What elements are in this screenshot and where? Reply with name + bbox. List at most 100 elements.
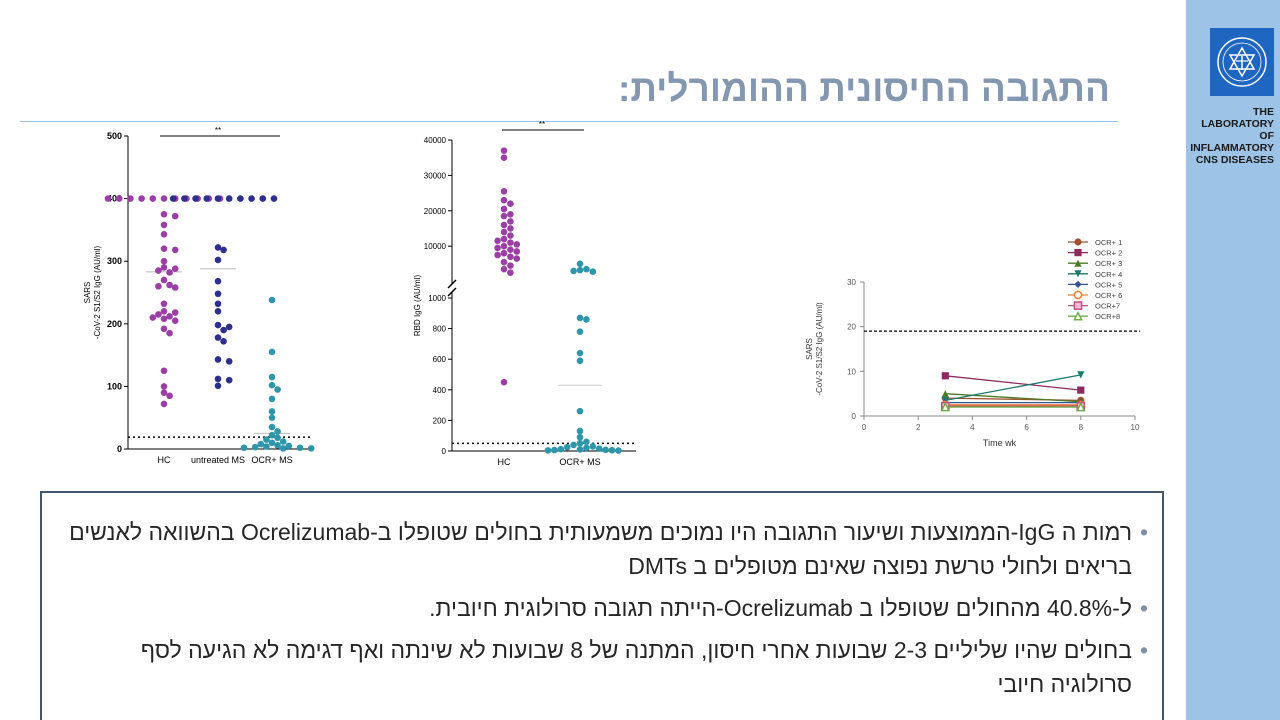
data-point [494, 237, 501, 245]
legend-swatch-marker [1073, 290, 1083, 300]
data-point [608, 446, 616, 454]
series-line [945, 374, 1081, 402]
data-point [160, 389, 168, 396]
data-point [576, 427, 584, 435]
significance-label: ** [215, 126, 221, 135]
legend-label: OCR+ 3 [1095, 259, 1122, 268]
data-point [576, 407, 584, 415]
bullet-1: רמות ה IgG-הממוצעות ושיעור התגובה היו נמ… [56, 515, 1148, 583]
data-point [138, 195, 145, 202]
data-point [576, 260, 584, 268]
y-axis-label-line: -CoV-2 S1/S2 IgG (AU/ml) [93, 245, 102, 339]
data-point [214, 334, 222, 341]
data-point [500, 228, 508, 236]
data-point [169, 195, 177, 202]
legend-swatch-marker [1073, 301, 1083, 310]
data-point [214, 195, 222, 202]
data-point [576, 328, 584, 335]
data-point [214, 356, 222, 363]
data-point [274, 428, 281, 435]
data-point [268, 423, 276, 431]
data-point [500, 188, 508, 195]
y-axis-label-line: SARS [805, 338, 814, 360]
legend-swatch-marker [1073, 310, 1083, 321]
x-tick-label: 6 [1024, 423, 1029, 432]
data-point [513, 255, 521, 262]
data-point [595, 445, 603, 453]
data-point [570, 267, 577, 275]
data-point [166, 281, 173, 289]
data-point [115, 195, 123, 202]
data-point [214, 300, 222, 308]
y-tick-label: 600 [433, 355, 447, 364]
data-point [268, 296, 276, 304]
data-point [160, 264, 168, 271]
lab-name-line-1: THE LABORATORY [1201, 106, 1274, 130]
data-point [589, 443, 597, 450]
lab-name: THE LABORATORY OF INFLAMMATORY CNS DISEA… [1184, 106, 1274, 166]
data-point [160, 257, 168, 265]
bullet-3: בחולים שהיו שליליים 2-3 שבועות אחרי חיסו… [56, 633, 1148, 701]
series-marker [940, 401, 951, 412]
data-point [160, 325, 168, 333]
data-point [160, 300, 168, 308]
data-point [237, 195, 244, 202]
data-point [500, 242, 508, 250]
x-category-label: untreated MS [191, 455, 245, 465]
y-tick-label: 40000 [424, 136, 447, 145]
axis-break-mark [447, 287, 457, 297]
data-point [268, 348, 276, 356]
data-point [225, 358, 233, 365]
data-point [160, 383, 168, 390]
data-point [149, 314, 157, 321]
x-tick-label: 0 [862, 423, 867, 432]
data-point [274, 434, 281, 442]
data-point [220, 326, 227, 334]
legend-swatch-marker [1074, 280, 1082, 288]
data-point [214, 277, 222, 285]
data-point [263, 436, 270, 443]
bullet-2: ל-40.8% מהחולים שטופלו ב Ocrelizumab-היי… [56, 591, 1148, 625]
data-point [251, 443, 259, 451]
data-point [576, 349, 584, 357]
data-point [160, 307, 168, 315]
axis-break-mark [447, 279, 457, 289]
y-tick-label: 200 [433, 416, 447, 425]
data-point [160, 276, 168, 284]
x-axis-label: Time wk [983, 438, 1017, 448]
data-point [220, 246, 227, 254]
series-line [945, 393, 1081, 403]
legend-swatch-marker [1074, 259, 1082, 267]
data-point [500, 212, 508, 220]
data-point [507, 225, 514, 232]
legend-swatch-marker [1074, 249, 1082, 257]
data-point [214, 375, 222, 383]
data-point [160, 315, 168, 323]
data-point [576, 266, 584, 274]
data-point [171, 317, 179, 324]
data-point [500, 221, 508, 229]
legend-label: OCR+7 [1095, 302, 1120, 311]
data-point [171, 309, 179, 316]
data-point [214, 307, 222, 315]
data-point [225, 323, 233, 331]
data-point [160, 210, 168, 218]
data-point [576, 446, 584, 453]
data-point [602, 446, 609, 454]
data-point [225, 195, 233, 202]
data-point [166, 392, 173, 400]
data-point [576, 440, 584, 447]
series-marker [1077, 386, 1085, 394]
data-point [583, 444, 590, 452]
y-tick-label: 400 [107, 194, 122, 204]
y-tick-label: 400 [433, 386, 447, 395]
data-point [583, 438, 590, 446]
data-point [285, 442, 293, 450]
data-point [279, 438, 287, 445]
data-point [166, 329, 173, 337]
x-category-label: HC [158, 455, 171, 465]
data-point [160, 195, 168, 202]
menorah-star-emblem [1217, 37, 1267, 87]
data-point [268, 381, 276, 389]
data-point [576, 433, 584, 441]
